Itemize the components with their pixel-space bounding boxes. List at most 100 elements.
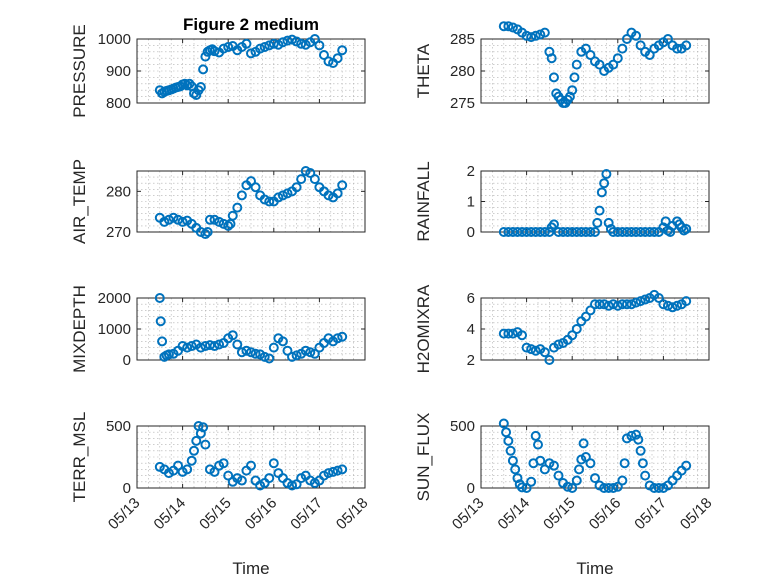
y-tick-label: 285: [450, 31, 475, 48]
y-tick-label: 6: [467, 290, 475, 307]
data-point: [612, 53, 623, 64]
data-point: [578, 438, 589, 449]
data-point: [603, 217, 614, 228]
data-point: [608, 299, 619, 310]
data-point: [599, 483, 610, 493]
data-point: [608, 483, 619, 493]
data-point: [195, 342, 206, 353]
data-point: [236, 190, 247, 201]
y-axis-label: SUN_FLUX: [414, 413, 433, 502]
data-point: [585, 458, 596, 469]
data-point: [209, 46, 220, 57]
data-point: [246, 48, 256, 59]
data-point: [599, 178, 610, 189]
data-point: [503, 227, 514, 237]
data-point: [186, 341, 197, 352]
data-point: [507, 455, 518, 466]
data-point: [567, 227, 578, 237]
data-point: [246, 460, 256, 471]
y-axis-label: H2OMIXRA: [414, 284, 433, 373]
data-point: [507, 22, 518, 33]
y-tick-label: 500: [450, 418, 475, 435]
data-point: [592, 217, 603, 228]
data-point: [631, 429, 642, 440]
data-point: [250, 348, 261, 359]
data-point: [227, 330, 238, 341]
data-point: [517, 482, 528, 493]
x-tick-label: 05/17: [631, 495, 670, 534]
data-point: [535, 227, 546, 237]
axes-frame: [136, 170, 366, 233]
data-point: [562, 481, 573, 492]
data-point: [594, 59, 605, 70]
data-point: [681, 223, 692, 234]
data-point: [512, 227, 523, 237]
data-point: [277, 37, 288, 48]
data-point: [503, 328, 514, 339]
data-point: [590, 299, 600, 310]
data-point: [612, 481, 623, 492]
data-point: [512, 473, 523, 484]
subplot-3: 270 280 AIR_TEMP: [70, 159, 366, 244]
data-point: [553, 227, 564, 237]
data-point: [546, 53, 557, 64]
x-tick-label: 05/14: [151, 495, 190, 534]
data-point: [332, 188, 343, 199]
x-tick-label: 05/16: [586, 495, 625, 534]
data-point: [599, 299, 610, 310]
data-point: [526, 476, 537, 487]
data-point: [571, 324, 582, 334]
data-point: [218, 43, 229, 54]
data-point: [209, 341, 220, 352]
data-point: [530, 30, 541, 41]
data-point: [155, 316, 166, 327]
data-point: [195, 428, 206, 439]
data-point: [268, 342, 279, 353]
data-point: [530, 430, 541, 441]
data-point: [305, 168, 316, 179]
y-tick-label: 500: [106, 418, 131, 435]
data-point: [658, 299, 669, 310]
subplot-2: 275 280 285 THETA: [414, 21, 710, 112]
y-tick-label: 0: [123, 480, 131, 497]
data-point: [580, 43, 591, 54]
data-point: [603, 300, 614, 311]
data-point: [498, 21, 509, 32]
data-point: [191, 90, 202, 100]
data-point: [250, 182, 261, 193]
data-point: [533, 439, 543, 450]
data-point: [202, 227, 213, 237]
data-point: [580, 452, 591, 462]
y-tick-label: 270: [106, 224, 131, 241]
y-tick-label: 2000: [98, 290, 131, 307]
y-tick-label: 0: [467, 480, 475, 497]
data-point: [191, 435, 202, 446]
y-tick-label: 280: [450, 63, 475, 80]
data-point: [507, 328, 518, 339]
data-point: [246, 176, 256, 187]
data-point: [521, 483, 532, 493]
data-point: [653, 293, 664, 303]
data-point: [681, 460, 692, 471]
data-point: [571, 475, 582, 486]
data-point: [498, 328, 509, 339]
data-point: [608, 59, 619, 70]
data-point: [672, 43, 683, 54]
data-point: [539, 464, 550, 475]
data-point: [498, 227, 509, 237]
data-point: [619, 458, 630, 469]
data-point: [585, 227, 596, 237]
data-point: [241, 38, 252, 49]
data-point: [535, 29, 546, 40]
data-point: [635, 227, 646, 237]
data-point: [571, 227, 582, 237]
axes-frame: [136, 425, 366, 489]
data-point: [189, 445, 199, 456]
x-tick-label: 05/13: [449, 495, 488, 534]
data-point: [184, 78, 195, 89]
x-axis-label-right: Time: [576, 559, 613, 578]
data-point: [608, 227, 619, 237]
data-point: [631, 30, 642, 41]
data-point: [637, 458, 648, 469]
data-point: [660, 216, 671, 227]
